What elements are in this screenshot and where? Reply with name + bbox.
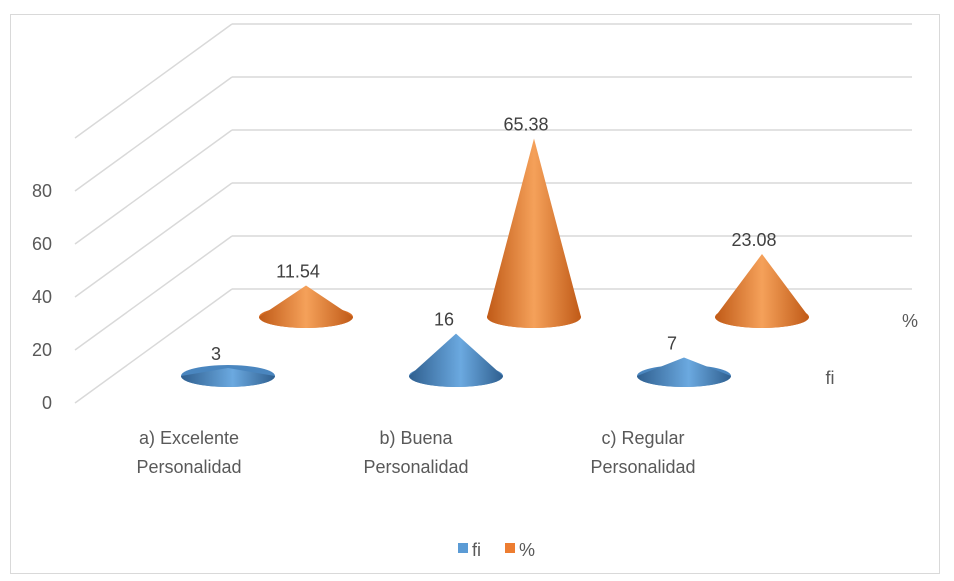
cone-body [487,138,581,328]
category-label: c) Regular [601,428,684,448]
cone-fi [637,357,731,387]
category-label: Personalidad [136,457,241,477]
data-label: 16 [434,310,454,330]
data-label: 11.54 [276,261,320,281]
data-label: 7 [667,333,677,353]
data-label: 65.38 [503,115,548,135]
legend-label: % [519,540,535,560]
cone-fi [409,333,503,387]
cone-pct [715,253,809,328]
cone-body [181,368,275,387]
cone-body [259,285,353,328]
cone-body [637,357,731,387]
legend-swatch [458,543,468,553]
y-tick-label: 80 [32,181,52,201]
cone-pct [487,138,581,328]
gridline-side [74,235,233,351]
legend-swatch [505,543,515,553]
y-tick-label: 20 [32,340,52,360]
y-tick-label: 60 [32,234,52,254]
gridline-side [74,76,233,192]
gridline-side [74,129,233,245]
chart-frame [10,14,940,574]
cone-fi [181,365,275,387]
data-label: 23.08 [731,230,776,250]
gridline-side [74,288,233,404]
category-label: a) Excelente [139,428,239,448]
series-axis-label-fi: fi [826,368,835,388]
data-label: 3 [211,344,221,364]
cone-body [715,253,809,328]
category-label: Personalidad [363,457,468,477]
gridline-side [74,23,233,139]
gridline-side [74,182,233,298]
cone-body [409,333,503,387]
series-axis-label-pct: % [902,311,918,331]
y-tick-label: 40 [32,287,52,307]
cone-pct [259,285,353,328]
legend-label: fi [472,540,481,560]
category-label: Personalidad [590,457,695,477]
y-tick-label: 0 [42,393,52,413]
category-label: b) Buena [379,428,453,448]
